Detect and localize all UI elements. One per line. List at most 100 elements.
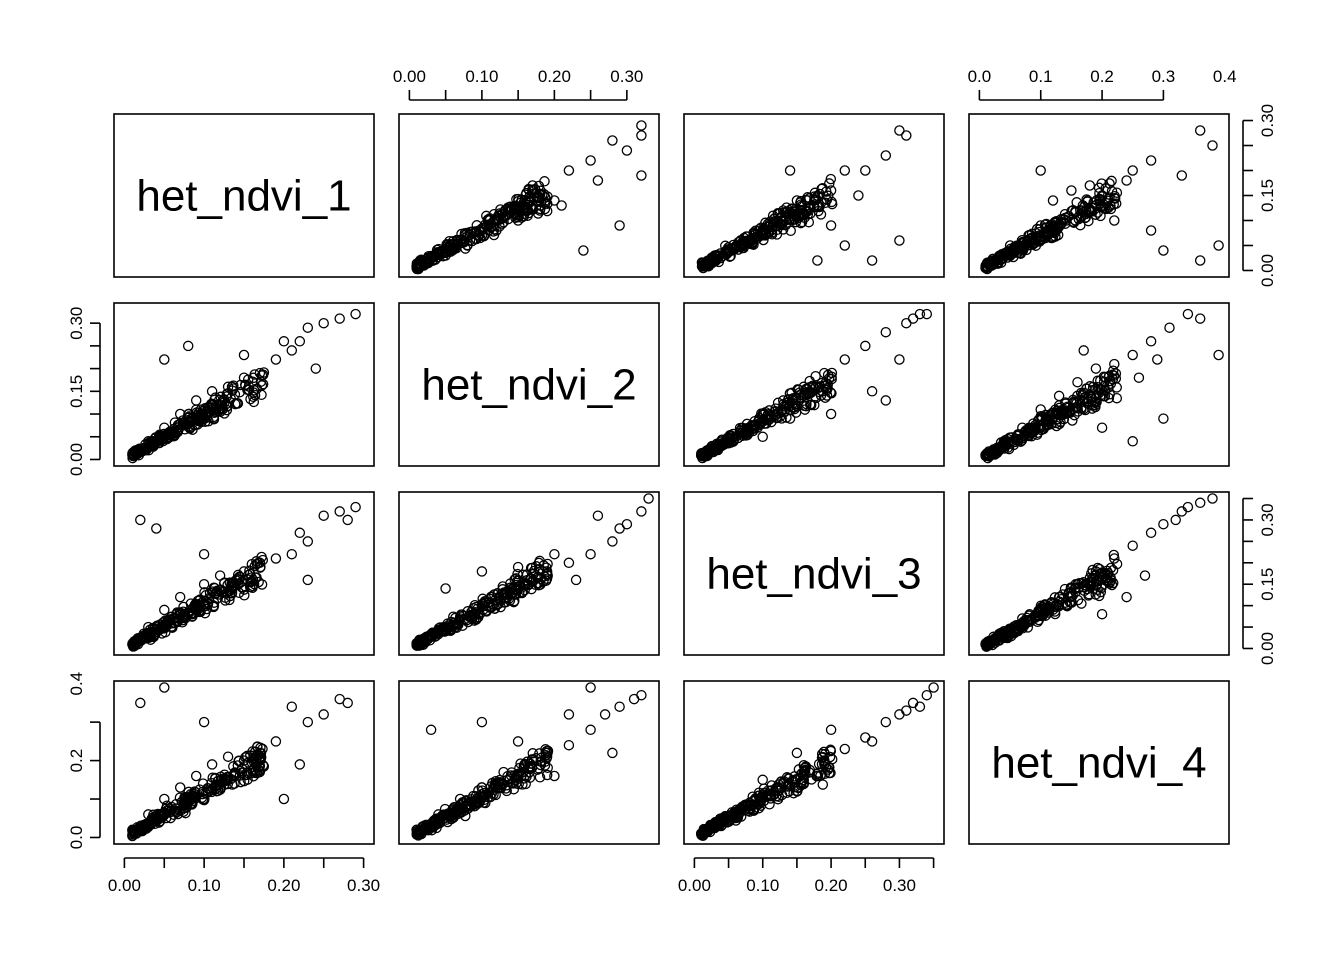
panel-box-3-1 [398, 680, 660, 845]
scatter-point [798, 766, 809, 778]
scatter-point [549, 548, 560, 560]
scatter-point [592, 510, 604, 521]
scatter-point [195, 404, 207, 415]
scatter-point [989, 256, 1000, 268]
scatter-point [1084, 180, 1096, 191]
x-tick-label-top: 0.4 [1213, 67, 1237, 86]
scatter-point [190, 770, 202, 782]
scatter-point [1047, 195, 1059, 206]
scatter-point [812, 200, 823, 211]
scatter-point [248, 396, 260, 408]
scatter-point [826, 373, 837, 385]
scatter-point [699, 260, 710, 271]
scatter-point [127, 824, 138, 836]
scatter-point [614, 523, 625, 534]
scatter-point [1061, 407, 1072, 418]
scatter-point [804, 382, 815, 393]
scatter-point [1139, 570, 1151, 581]
scatter-point [1109, 553, 1120, 564]
scatter-point [418, 260, 430, 271]
scatter-point [825, 767, 836, 779]
scatter-point [539, 571, 550, 582]
scatter-point [238, 372, 250, 383]
scatter-point [423, 250, 434, 262]
scatter-point [460, 243, 471, 254]
scatter-point [1059, 208, 1071, 220]
scatter-point [143, 809, 154, 820]
scatter-point [238, 349, 250, 361]
scatter-point [310, 363, 322, 374]
scatter-point [350, 501, 361, 513]
scatter-point [769, 213, 780, 224]
scatter-point [757, 774, 768, 786]
scatter-point [1035, 234, 1047, 245]
scatter-point [479, 787, 490, 799]
scatter-point [159, 422, 170, 433]
diagonal-label-het_ndvi_4: het_ndvi_4 [991, 739, 1206, 788]
scatter-point [860, 165, 871, 176]
scatter-point [144, 437, 155, 448]
scatter-point [1103, 382, 1114, 393]
scatter-point [439, 243, 450, 255]
scatter-point [232, 569, 244, 581]
scatter-point [159, 682, 170, 693]
x-tick-label-top: 0.10 [465, 67, 498, 86]
scatter-point [819, 748, 831, 760]
scatter-point [541, 566, 553, 577]
scatter-point [294, 336, 306, 347]
scatter-point [193, 595, 204, 606]
scatter-point [187, 602, 199, 614]
scatter-point [776, 406, 787, 417]
scatter-point [417, 637, 429, 648]
panel-box-0-2 [683, 113, 945, 278]
scatter-point [722, 438, 733, 449]
y-tick-label-left: 0.4 [67, 672, 86, 696]
scatter-point [236, 582, 248, 593]
scatter-point [907, 313, 919, 324]
y-tick-label-right: 0.15 [1258, 568, 1277, 601]
scatter-point [248, 385, 260, 396]
scatter-point [770, 783, 782, 794]
scatter-point [193, 599, 204, 611]
scatter-point [270, 354, 282, 365]
x-tick-label-bottom: 0.20 [267, 876, 300, 895]
scatter-point [229, 778, 240, 789]
scatter-point [215, 784, 226, 795]
scatter-point [1053, 390, 1065, 402]
scatter-point [159, 354, 170, 365]
scatter-point [1060, 597, 1071, 608]
scatter-point [636, 689, 647, 701]
scatter-point [1027, 239, 1038, 250]
scatter-point [179, 793, 190, 805]
scatter-point [1047, 409, 1058, 420]
diagonal-label-het_ndvi_3: het_ndvi_3 [706, 550, 921, 599]
scatter-point [258, 761, 270, 772]
scatter-point [516, 194, 527, 206]
x-tick-label-top: 0.30 [610, 67, 643, 86]
scatter-point [1104, 578, 1115, 589]
scatter-point [198, 578, 210, 590]
scatter-point [440, 583, 451, 594]
scatter-point [127, 448, 139, 460]
scatter-point [501, 587, 513, 599]
scatter-point [1194, 497, 1206, 509]
x-tick-label-bottom: 0.00 [678, 876, 711, 895]
scatter-point [184, 422, 196, 433]
scatter-point [433, 809, 444, 820]
scatter-point [549, 770, 560, 782]
y-tick-label-left: 0.15 [67, 375, 86, 408]
scatter-point [449, 238, 461, 249]
scatter-point [1050, 601, 1062, 612]
scatter-point [200, 600, 211, 612]
scatter-point [286, 345, 298, 356]
scatter-het_ndvi_1-vs-het_ndvi_3 [696, 125, 912, 274]
scatter-het_ndvi_3-vs-het_ndvi_2 [411, 493, 654, 651]
y-tick-label-left: 0.00 [67, 443, 86, 476]
scatter-point [791, 747, 803, 759]
scatter-het_ndvi_2-vs-het_ndvi_1 [127, 308, 361, 464]
scatter-point [727, 436, 739, 447]
panel-box-3-2 [683, 680, 945, 845]
scatter-point [853, 190, 864, 201]
scatter-point [1091, 579, 1103, 590]
scatter-point [1096, 384, 1108, 396]
